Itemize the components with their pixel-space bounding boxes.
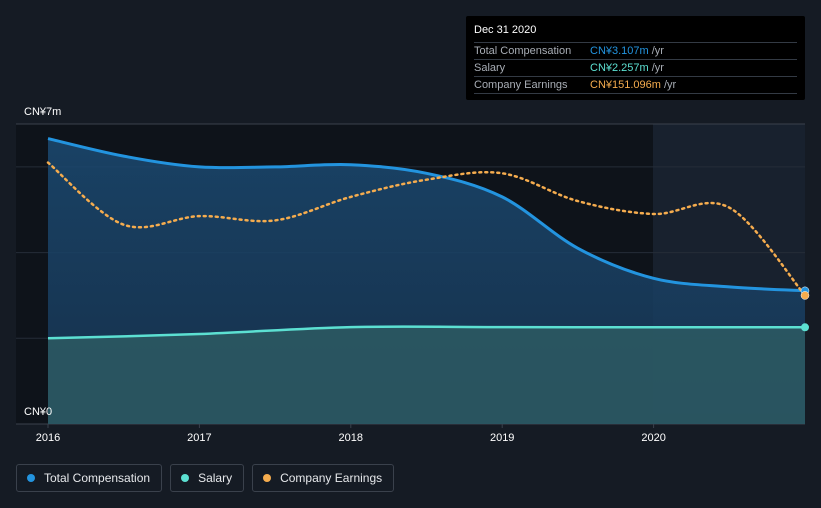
tooltip-value: CN¥3.107m [590,45,649,57]
legend-item-salary[interactable]: Salary [170,464,245,492]
tooltip: Dec 31 2020 Total Compensation CN¥3.107m… [466,16,805,100]
x-tick-label: 2016 [36,432,60,444]
x-tick-label: 2018 [339,432,363,444]
tooltip-unit: /yr [663,79,677,91]
salary-area [48,326,805,424]
tooltip-value: CN¥151.096m [590,79,661,91]
tooltip-row-salary: Salary CN¥2.257m /yr [474,60,797,77]
legend-dot-icon [27,474,35,482]
legend-label: Total Compensation [44,471,151,485]
tooltip-unit: /yr [651,45,664,57]
x-tick-label: 2017 [187,432,211,444]
legend-label: Company Earnings [280,471,383,485]
legend-dot-icon [181,474,190,482]
legend-item-total-compensation[interactable]: Total Compensation [16,464,163,492]
x-tick-label: 2020 [641,432,665,444]
y-axis-max-label: CN¥7m [24,106,62,118]
tooltip-date: Dec 31 2020 [474,24,797,43]
x-tick-label: 2019 [490,432,514,444]
salary-line [47,325,805,340]
tooltip-label: Total Compensation [474,45,572,57]
total-compensation-line [47,137,806,293]
legend-item-company-earnings[interactable]: Company Earnings [252,464,395,492]
company-earnings-marker [800,291,810,300]
legend-label: Salary [198,471,233,485]
legend: Total Compensation Salary Company Earnin… [16,464,395,492]
compensation-chart: 2016 2017 2018 2019 2020 [16,123,810,444]
tooltip-label: Company Earnings [474,79,568,91]
tooltip-row-total: Total Compensation CN¥3.107m /yr [474,43,797,60]
y-axis-min-label: CN¥0 [24,406,53,418]
tooltip-value: CN¥2.257m [590,62,649,74]
company-earnings-line [46,161,807,297]
salary-marker [801,323,809,332]
tooltip-unit: /yr [651,62,664,74]
tooltip-label: Salary [474,62,506,74]
legend-dot-icon [263,474,272,482]
tooltip-row-earnings: Company Earnings CN¥151.096m /yr [474,77,797,94]
